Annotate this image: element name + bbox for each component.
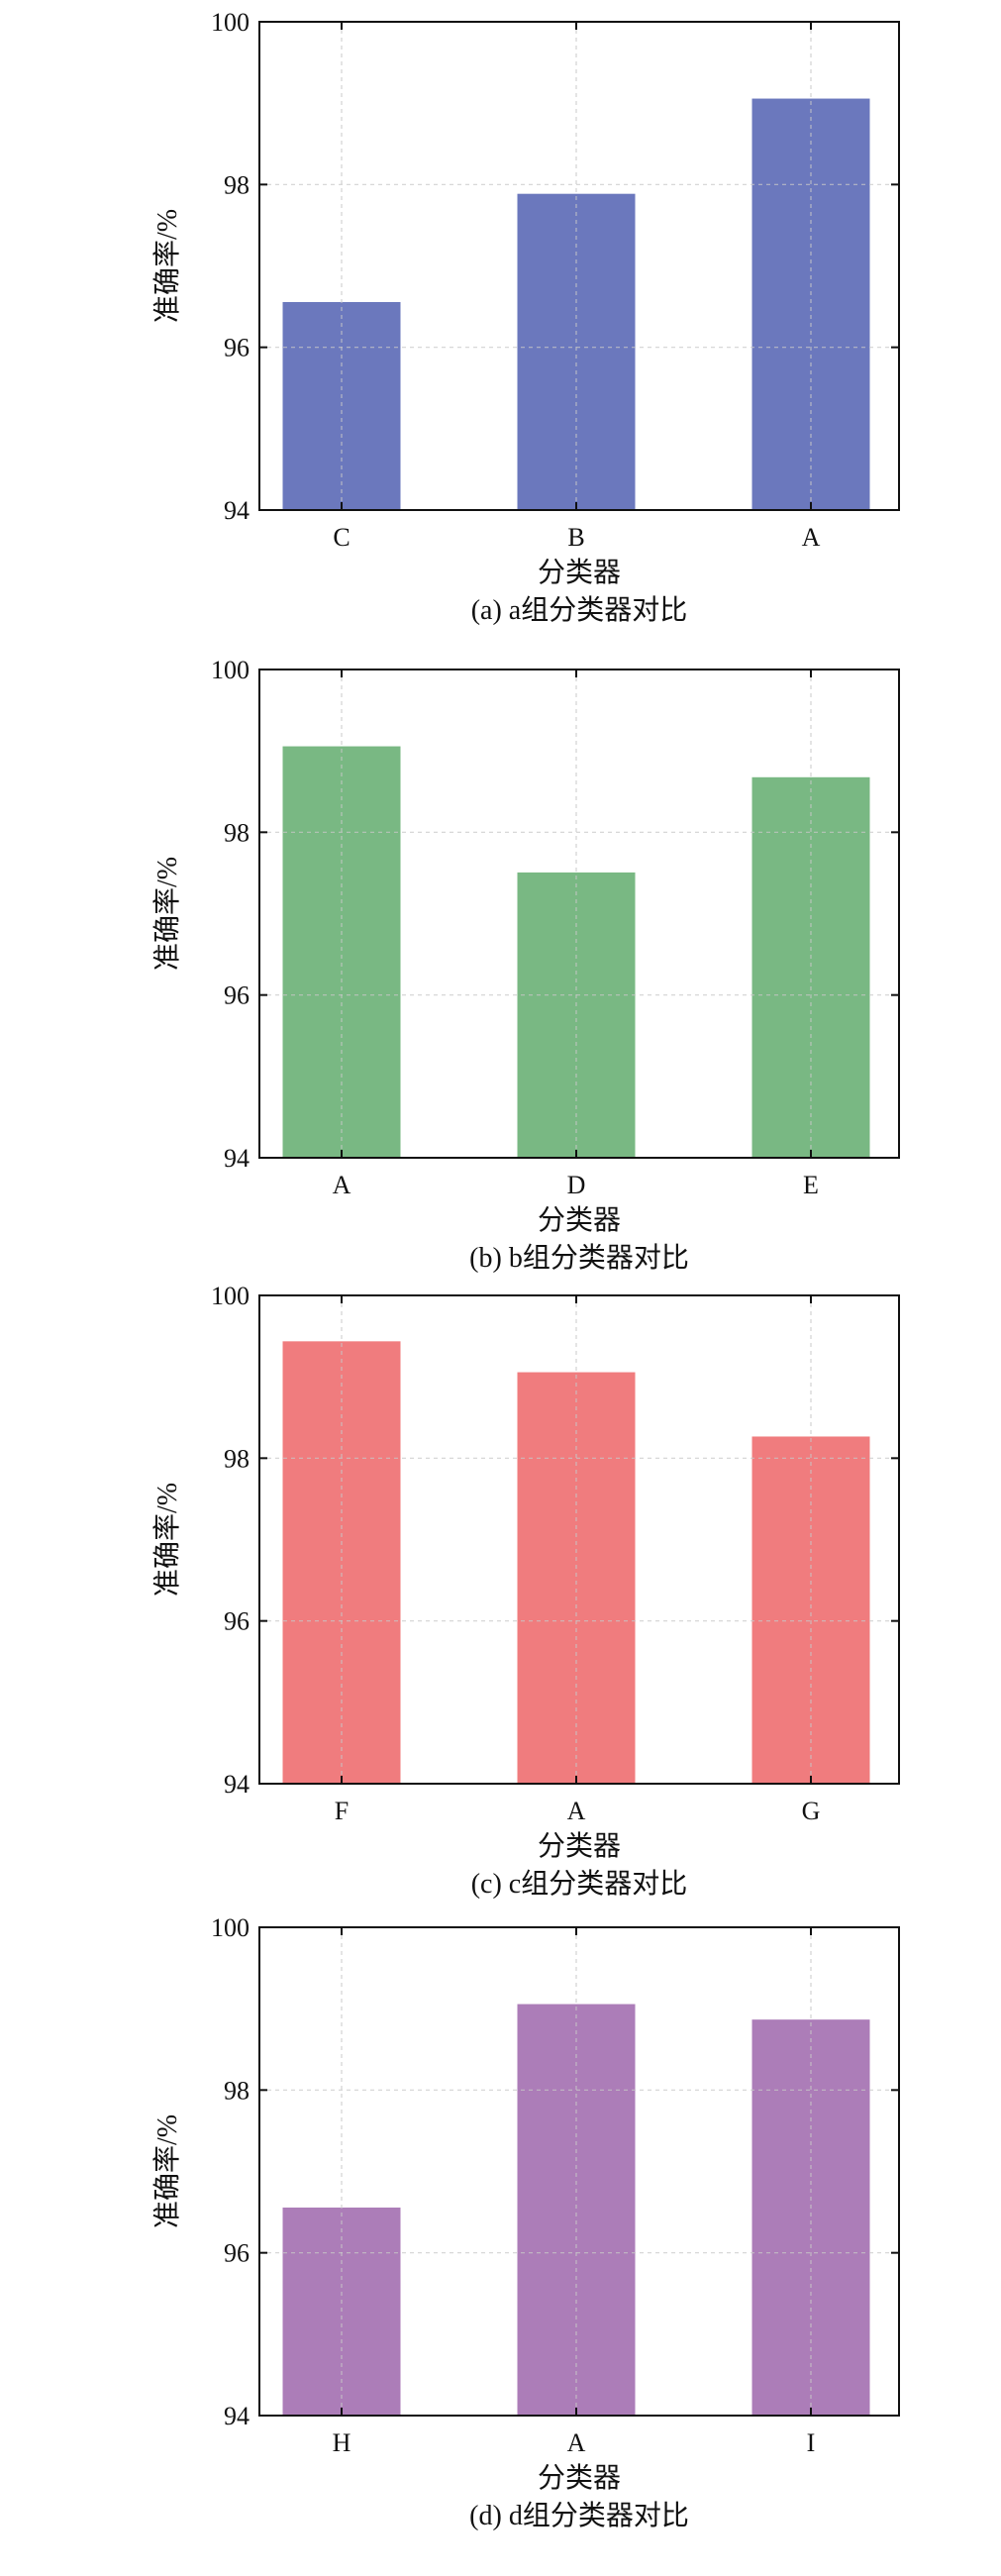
x-tick-label: I [807, 2428, 816, 2457]
y-tick-label: 94 [224, 1770, 250, 1799]
chart-panel-c: 94 96 98 100 F A G 分类器 准确率/% (c) c组分类器对比 [151, 1282, 900, 1900]
chart-caption: (a) a组分类器对比 [471, 594, 688, 626]
x-tick-label: F [335, 1797, 349, 1825]
y-tick-label: 98 [224, 170, 250, 199]
x-tick-label: A [333, 1171, 351, 1199]
y-tick-label: 98 [224, 1444, 250, 1473]
chart-panel-d: 94 96 98 100 H A I 分类器 准确率/% (d) d组分类器对比 [151, 1913, 900, 2531]
chart-panel-b: 94 96 98 100 A D E 分类器 准确率/% (b) b组分类器对比 [151, 656, 900, 1274]
y-axis-title: 准确率/% [151, 1483, 183, 1597]
x-tick-label: H [333, 2428, 351, 2457]
x-tick-label: D [567, 1171, 586, 1199]
x-tick-label: A [567, 1797, 586, 1825]
x-tick-label: G [802, 1797, 821, 1825]
bar-B [517, 193, 636, 511]
x-axis-title: 分类器 [538, 1204, 621, 1236]
bar-A [517, 1372, 636, 1785]
y-axis-title: 准确率/% [151, 2114, 183, 2228]
y-axis-title: 准确率/% [151, 857, 183, 971]
x-axis-title: 分类器 [538, 1830, 621, 1862]
y-tick-label: 96 [224, 2239, 250, 2268]
x-axis-title: 分类器 [538, 557, 621, 588]
y-tick-label: 100 [211, 656, 250, 684]
y-tick-label: 96 [224, 334, 250, 362]
bar-A [751, 98, 870, 511]
bar-A [517, 2004, 636, 2417]
x-tick-label: A [567, 2428, 586, 2457]
y-axis-title: 准确率/% [151, 209, 183, 323]
y-tick-label: 94 [224, 2402, 250, 2430]
plot-frame [258, 21, 900, 511]
y-tick-label: 94 [224, 496, 250, 525]
y-tick-label: 98 [224, 2076, 250, 2105]
x-axis-title: 分类器 [538, 2462, 621, 2494]
plot-frame [258, 1294, 900, 1785]
plot-frame [258, 669, 900, 1159]
bar-A [282, 746, 401, 1159]
x-tick-label: E [803, 1171, 819, 1199]
chart-caption: (d) d组分类器对比 [469, 2500, 689, 2531]
plot-frame [258, 1926, 900, 2417]
chart-caption: (b) b组分类器对比 [469, 1242, 689, 1274]
y-tick-label: 96 [224, 1607, 250, 1636]
y-tick-label: 96 [224, 981, 250, 1010]
y-tick-label: 98 [224, 818, 250, 847]
y-tick-label: 94 [224, 1144, 250, 1173]
x-tick-label: C [333, 523, 350, 552]
chart-panel-a: 94 96 98 100 C B A 分类器 准确率/% (a) a组分类器对比 [151, 8, 900, 626]
bar-D [517, 872, 636, 1159]
bar-E [751, 776, 870, 1159]
chart-caption: (c) c组分类器对比 [471, 1868, 688, 1900]
y-tick-label: 100 [211, 1913, 250, 1942]
x-tick-label: A [802, 523, 821, 552]
y-tick-label: 100 [211, 8, 250, 37]
y-tick-label: 100 [211, 1282, 250, 1310]
x-tick-label: B [567, 523, 584, 552]
